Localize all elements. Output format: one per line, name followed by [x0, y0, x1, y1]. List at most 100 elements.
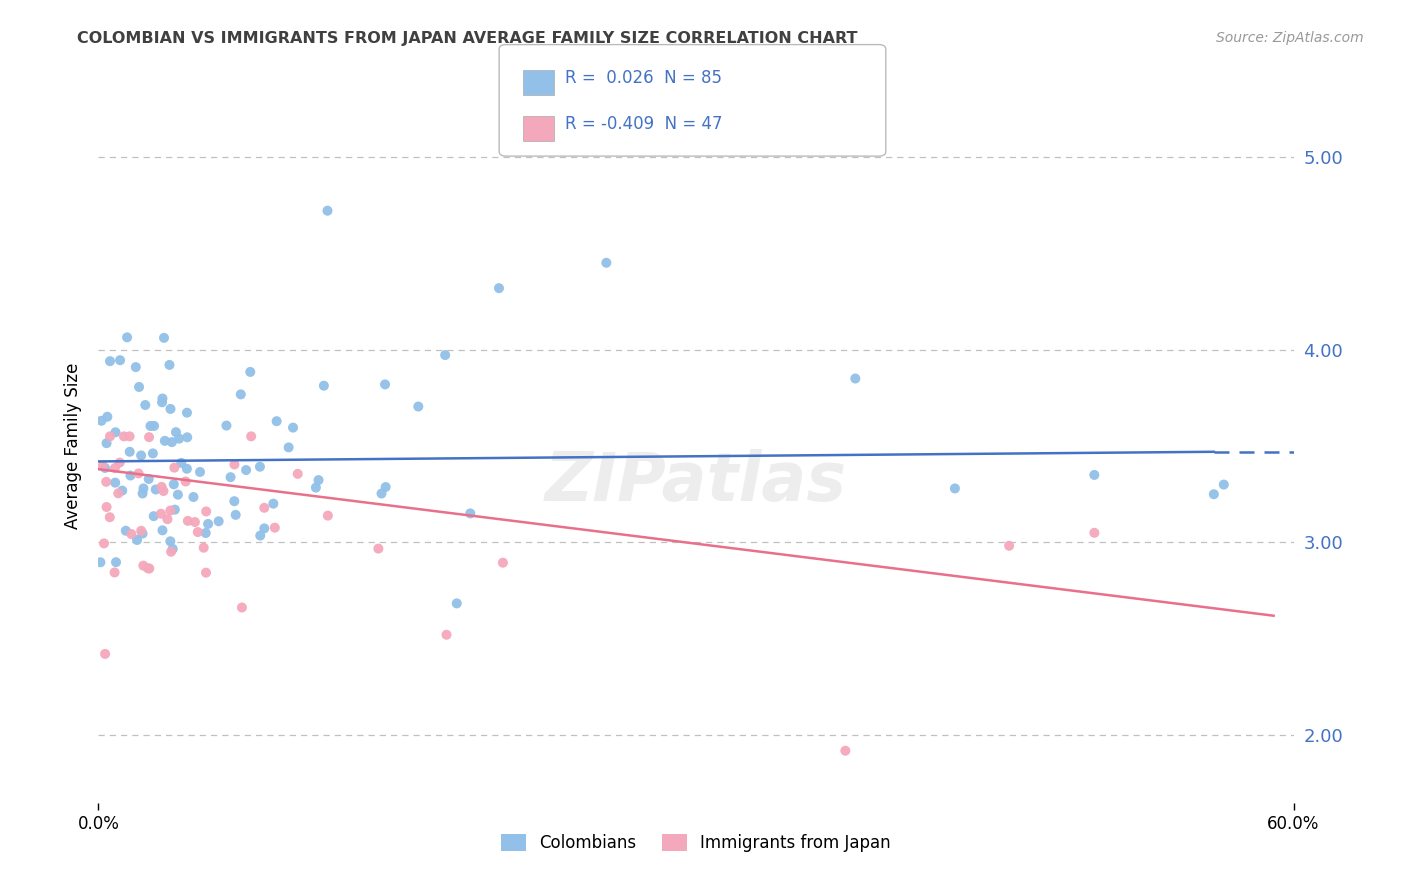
Point [1083, 467, 1105, 482]
Point [138, 472, 160, 486]
Point [1083, 525, 1105, 540]
Point [312, 378, 335, 392]
Point [183, 490, 205, 504]
Point [131, 526, 153, 541]
Point [162, 541, 184, 556]
Point [115, 330, 138, 344]
Point [193, 541, 215, 555]
Point [96, 475, 118, 489]
Point [174, 475, 197, 489]
Point [159, 358, 181, 372]
Point [458, 507, 481, 521]
Point [159, 503, 181, 517]
Point [262, 497, 284, 511]
Point [143, 419, 166, 434]
Point [153, 331, 176, 345]
Text: COLOMBIAN VS IMMIGRANTS FROM JAPAN AVERAGE FAMILY SIZE CORRELATION CHART: COLOMBIAN VS IMMIGRANTS FROM JAPAN AVERA… [77, 31, 858, 46]
Point [150, 395, 173, 409]
Point [91, 459, 114, 474]
Point [134, 398, 156, 412]
Point [129, 449, 152, 463]
Point [160, 545, 183, 559]
Point [277, 441, 299, 455]
Point [187, 524, 209, 539]
Point [96, 409, 118, 424]
Point [89, 555, 111, 569]
Point [240, 429, 263, 443]
Text: R = -0.409  N = 47: R = -0.409 N = 47 [565, 115, 723, 133]
Point [998, 539, 1021, 553]
Point [152, 524, 174, 538]
Point [132, 558, 155, 573]
Point [149, 507, 172, 521]
Point [96, 436, 118, 450]
Point [834, 744, 856, 758]
Point [128, 467, 150, 481]
Point [128, 380, 150, 394]
Point [253, 521, 276, 535]
Point [153, 434, 176, 448]
Point [131, 486, 153, 500]
Point [188, 465, 211, 479]
Point [176, 406, 198, 420]
Text: R =  0.026  N = 85: R = 0.026 N = 85 [565, 69, 723, 87]
Point [129, 524, 152, 538]
Point [152, 392, 174, 406]
Point [138, 430, 160, 444]
Legend: Colombians, Immigrants from Japan: Colombians, Immigrants from Japan [495, 827, 897, 859]
Point [138, 561, 160, 575]
Point [142, 446, 165, 460]
Point [163, 460, 186, 475]
Point [120, 527, 142, 541]
Point [96, 500, 118, 514]
Point [159, 534, 181, 549]
Point [98, 510, 121, 524]
Text: Source: ZipAtlas.com: Source: ZipAtlas.com [1216, 31, 1364, 45]
Point [844, 371, 866, 385]
Point [215, 418, 238, 433]
Point [176, 461, 198, 475]
Point [159, 401, 181, 416]
Point [104, 461, 127, 475]
Point [436, 628, 458, 642]
Point [446, 596, 468, 610]
Point [492, 556, 515, 570]
Point [1212, 477, 1234, 491]
Point [287, 467, 309, 481]
Point [93, 536, 115, 550]
Point [114, 524, 136, 538]
Point [94, 647, 117, 661]
Point [249, 528, 271, 542]
Point [104, 475, 127, 490]
Point [112, 429, 135, 443]
Point [118, 444, 141, 458]
Point [145, 483, 167, 497]
Point [595, 256, 617, 270]
Point [308, 473, 330, 487]
Point [194, 526, 217, 541]
Point [434, 348, 457, 362]
Point [263, 521, 285, 535]
Point [98, 429, 121, 443]
Point [367, 541, 389, 556]
Point [125, 360, 148, 375]
Point [120, 468, 142, 483]
Point [108, 456, 131, 470]
Point [165, 425, 187, 439]
Point [374, 480, 396, 494]
Point [370, 486, 392, 500]
Point [132, 482, 155, 496]
Point [163, 502, 186, 516]
Point [136, 561, 159, 575]
Point [195, 504, 218, 518]
Point [90, 414, 112, 428]
Point [111, 483, 134, 498]
Point [281, 420, 304, 434]
Y-axis label: Average Family Size: Average Family Size [65, 363, 83, 529]
Point [170, 456, 193, 470]
Point [249, 459, 271, 474]
Point [125, 533, 148, 547]
Point [177, 514, 200, 528]
Point [108, 353, 131, 368]
Point [266, 414, 288, 428]
